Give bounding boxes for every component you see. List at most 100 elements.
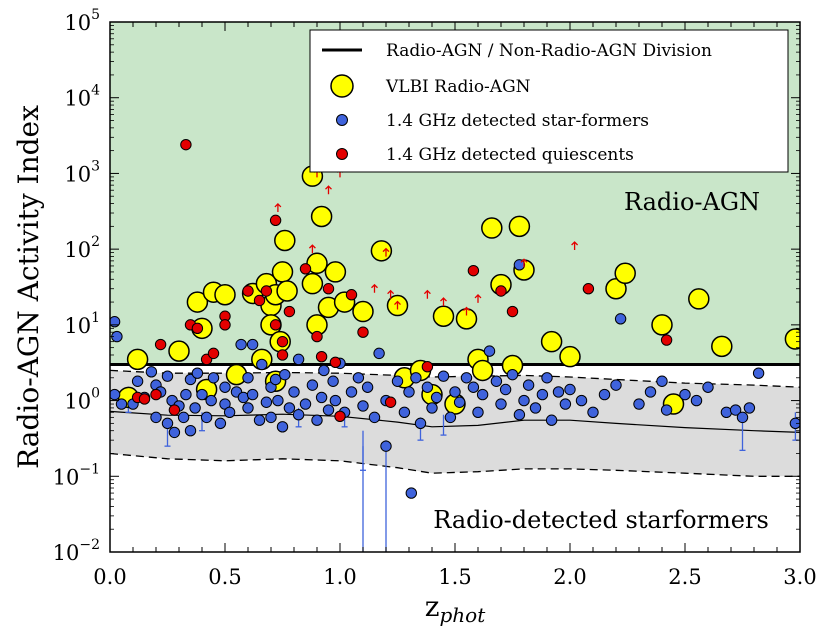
y-tick-label: 10−1 [53,461,100,489]
y-tick-label: 105 [64,7,100,35]
starformer-point [110,316,121,328]
starformer-point [223,406,236,418]
starformer-point [315,391,328,404]
vlbi-point [508,215,531,238]
starformer-point [541,372,553,384]
starformer-point [414,417,427,430]
quiescent-point [329,356,342,369]
starformer-point [253,414,266,426]
vlbi-point [276,280,298,302]
starformer-point [633,398,645,410]
vlbi-point [324,261,347,283]
starformer-point [421,381,434,393]
starformer-point [529,402,542,414]
starformer-point [552,386,565,398]
starformer-point [311,414,323,426]
quiescent-point [207,347,220,360]
upper-limit-arrow [308,244,316,254]
quiescent-point [276,349,289,361]
starformer-point [288,386,300,398]
starformer-point [272,394,284,407]
legend-label: Radio-AGN / Non-Radio-AGN Division [386,41,712,61]
starformer-point [702,381,714,393]
starformer-point [322,404,335,416]
quiescent-point [384,396,397,408]
starformer-point [426,402,438,414]
starformer-point [453,396,466,408]
y-tick-exp: −2 [79,537,100,553]
quiescent-point [334,410,346,422]
starformer-point [246,338,259,351]
x-tick-label: 1.5 [438,565,471,589]
x-axis-title-sub: phot [440,603,487,627]
x-tick-label: 0.5 [208,565,241,589]
starformer-point [150,411,162,424]
starformer-point [207,372,220,384]
vlbi-point [274,229,296,252]
upper-limit-arrow [440,297,447,307]
starformer-point [405,487,417,499]
quiescent-point [150,388,162,401]
quiescent-point [495,285,507,297]
starformer-point [729,404,742,416]
starformer-point [483,345,496,357]
upper-limit-arrow [371,283,378,293]
vlbi-point [540,330,563,353]
starformer-point [115,398,128,410]
vlbi-point [432,305,455,327]
upper-limit-arrow [382,247,390,257]
points-layer [110,138,800,499]
y-tick-base: 10 [64,11,91,35]
starformer-point [161,370,174,382]
starformer-point [380,440,392,452]
median-curve [110,410,800,433]
starformer-point [168,426,181,439]
y-tick-exp: 0 [91,386,100,402]
y-tick-base: 10 [53,465,80,489]
starformer-point [361,381,374,393]
quiescent-point [253,294,266,307]
starformer-point [720,406,733,418]
starformer-point [283,402,296,414]
starformer-point [656,375,668,387]
quiescent-point [260,285,273,297]
starformer-point [345,386,358,398]
upper-limit-arrow [474,294,482,303]
quiescent-point [269,319,282,331]
y-tick-base: 10 [64,162,91,186]
vlbi-point [301,272,324,295]
starformer-point [214,417,227,430]
starformer-point [564,383,576,396]
quiescent-point [219,319,231,331]
starformer-point [256,358,268,371]
x-tick-label: 0.0 [93,565,126,589]
x-tick-label: 2.5 [668,565,701,589]
quiescent-point [299,263,312,275]
vlbi-point [481,217,503,239]
quiescent-point [269,214,282,227]
starformer-point [306,379,319,391]
y-tick-exp: 4 [91,83,100,99]
legend-marker-quiescent [336,148,348,160]
starformer-point [506,368,519,381]
vlbi-point [711,335,733,358]
y-tick-exp: 2 [91,234,100,250]
starformer-point [660,404,673,416]
quiescent-point [467,264,480,277]
starformer-point [690,394,703,407]
vlbi-point [651,314,673,336]
starformer-point [292,409,305,421]
y-tick-label: 102 [64,234,100,262]
y-tick-label: 101 [64,310,100,338]
legend-label: 1.4 GHz detected star-formers [386,111,649,131]
quiescent-point [345,289,358,301]
y-tick-base: 10 [64,87,91,111]
starformer-point [587,406,599,418]
starformer-point [518,394,530,407]
starformer-point [180,388,192,401]
x-axis-title: zphot [425,590,486,627]
starformer-point [184,425,197,437]
quiescent-point [660,334,673,346]
quiescent-point [322,283,335,295]
quiescent-point [311,330,323,343]
